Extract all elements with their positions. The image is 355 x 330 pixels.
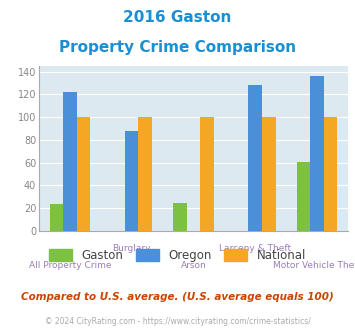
Bar	[262, 117, 275, 231]
Bar	[50, 204, 63, 231]
Text: Compared to U.S. average. (U.S. average equals 100): Compared to U.S. average. (U.S. average …	[21, 292, 334, 302]
Bar	[63, 92, 77, 231]
Bar	[297, 162, 310, 231]
Bar	[324, 117, 337, 231]
Text: Arson: Arson	[181, 261, 206, 270]
Legend: Gaston, Oregon, National: Gaston, Oregon, National	[44, 244, 311, 266]
Bar	[310, 76, 324, 231]
Text: Property Crime Comparison: Property Crime Comparison	[59, 40, 296, 54]
Bar	[125, 131, 138, 231]
Bar	[173, 203, 187, 231]
Bar	[77, 117, 90, 231]
Bar	[138, 117, 152, 231]
Text: Burglary: Burglary	[113, 244, 151, 253]
Bar	[248, 85, 262, 231]
Text: All Property Crime: All Property Crime	[29, 261, 111, 270]
Text: Motor Vehicle Theft: Motor Vehicle Theft	[273, 261, 355, 270]
Bar	[200, 117, 214, 231]
Text: Larceny & Theft: Larceny & Theft	[219, 244, 291, 253]
Text: © 2024 CityRating.com - https://www.cityrating.com/crime-statistics/: © 2024 CityRating.com - https://www.city…	[45, 317, 310, 326]
Text: 2016 Gaston: 2016 Gaston	[123, 10, 232, 25]
